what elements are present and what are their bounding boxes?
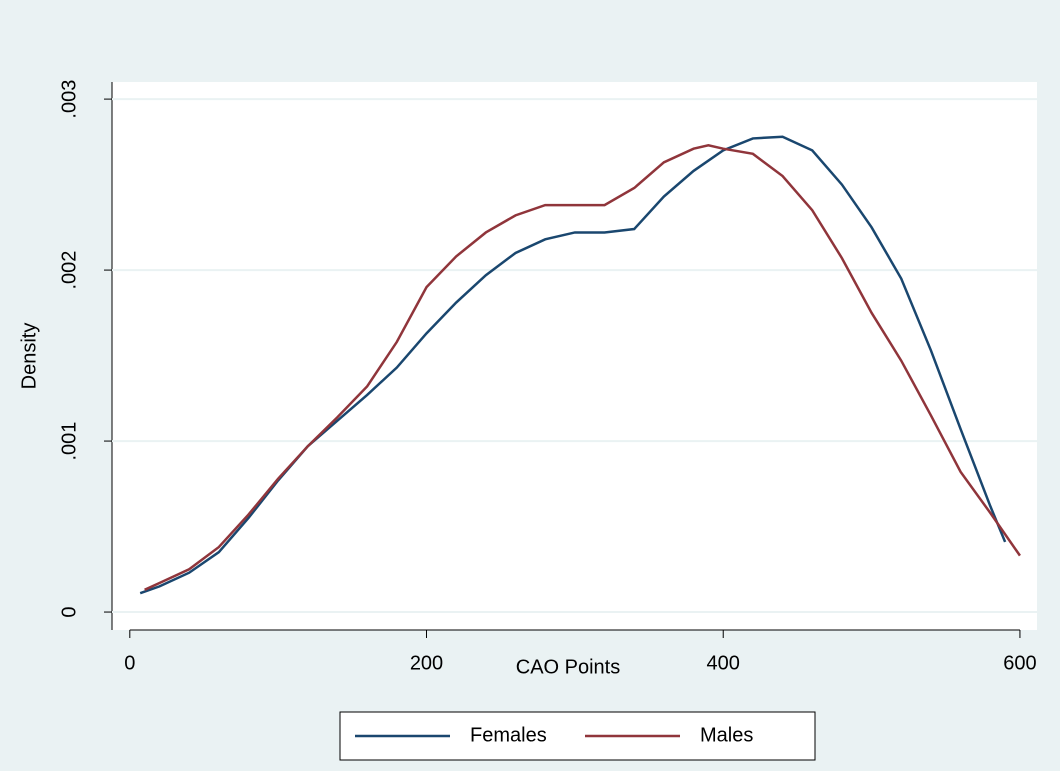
x-tick-label: 200 <box>410 652 443 674</box>
y-tick-label: .003 <box>58 80 80 119</box>
y-tick-label: 0 <box>58 606 80 617</box>
legend-label: Males <box>700 724 753 746</box>
x-tick-label: 0 <box>124 652 135 674</box>
legend-label: Females <box>470 724 547 746</box>
data-line <box>144 143 1021 591</box>
x-tick-label: 400 <box>707 652 740 674</box>
y-axis-label: Density <box>18 323 40 390</box>
x-axis-label: CAO Points <box>516 656 620 678</box>
y-tick-label: .002 <box>58 251 80 290</box>
y-tick-label: .001 <box>58 422 80 461</box>
x-tick-label: 600 <box>1003 652 1036 674</box>
plot-area <box>112 82 1037 630</box>
